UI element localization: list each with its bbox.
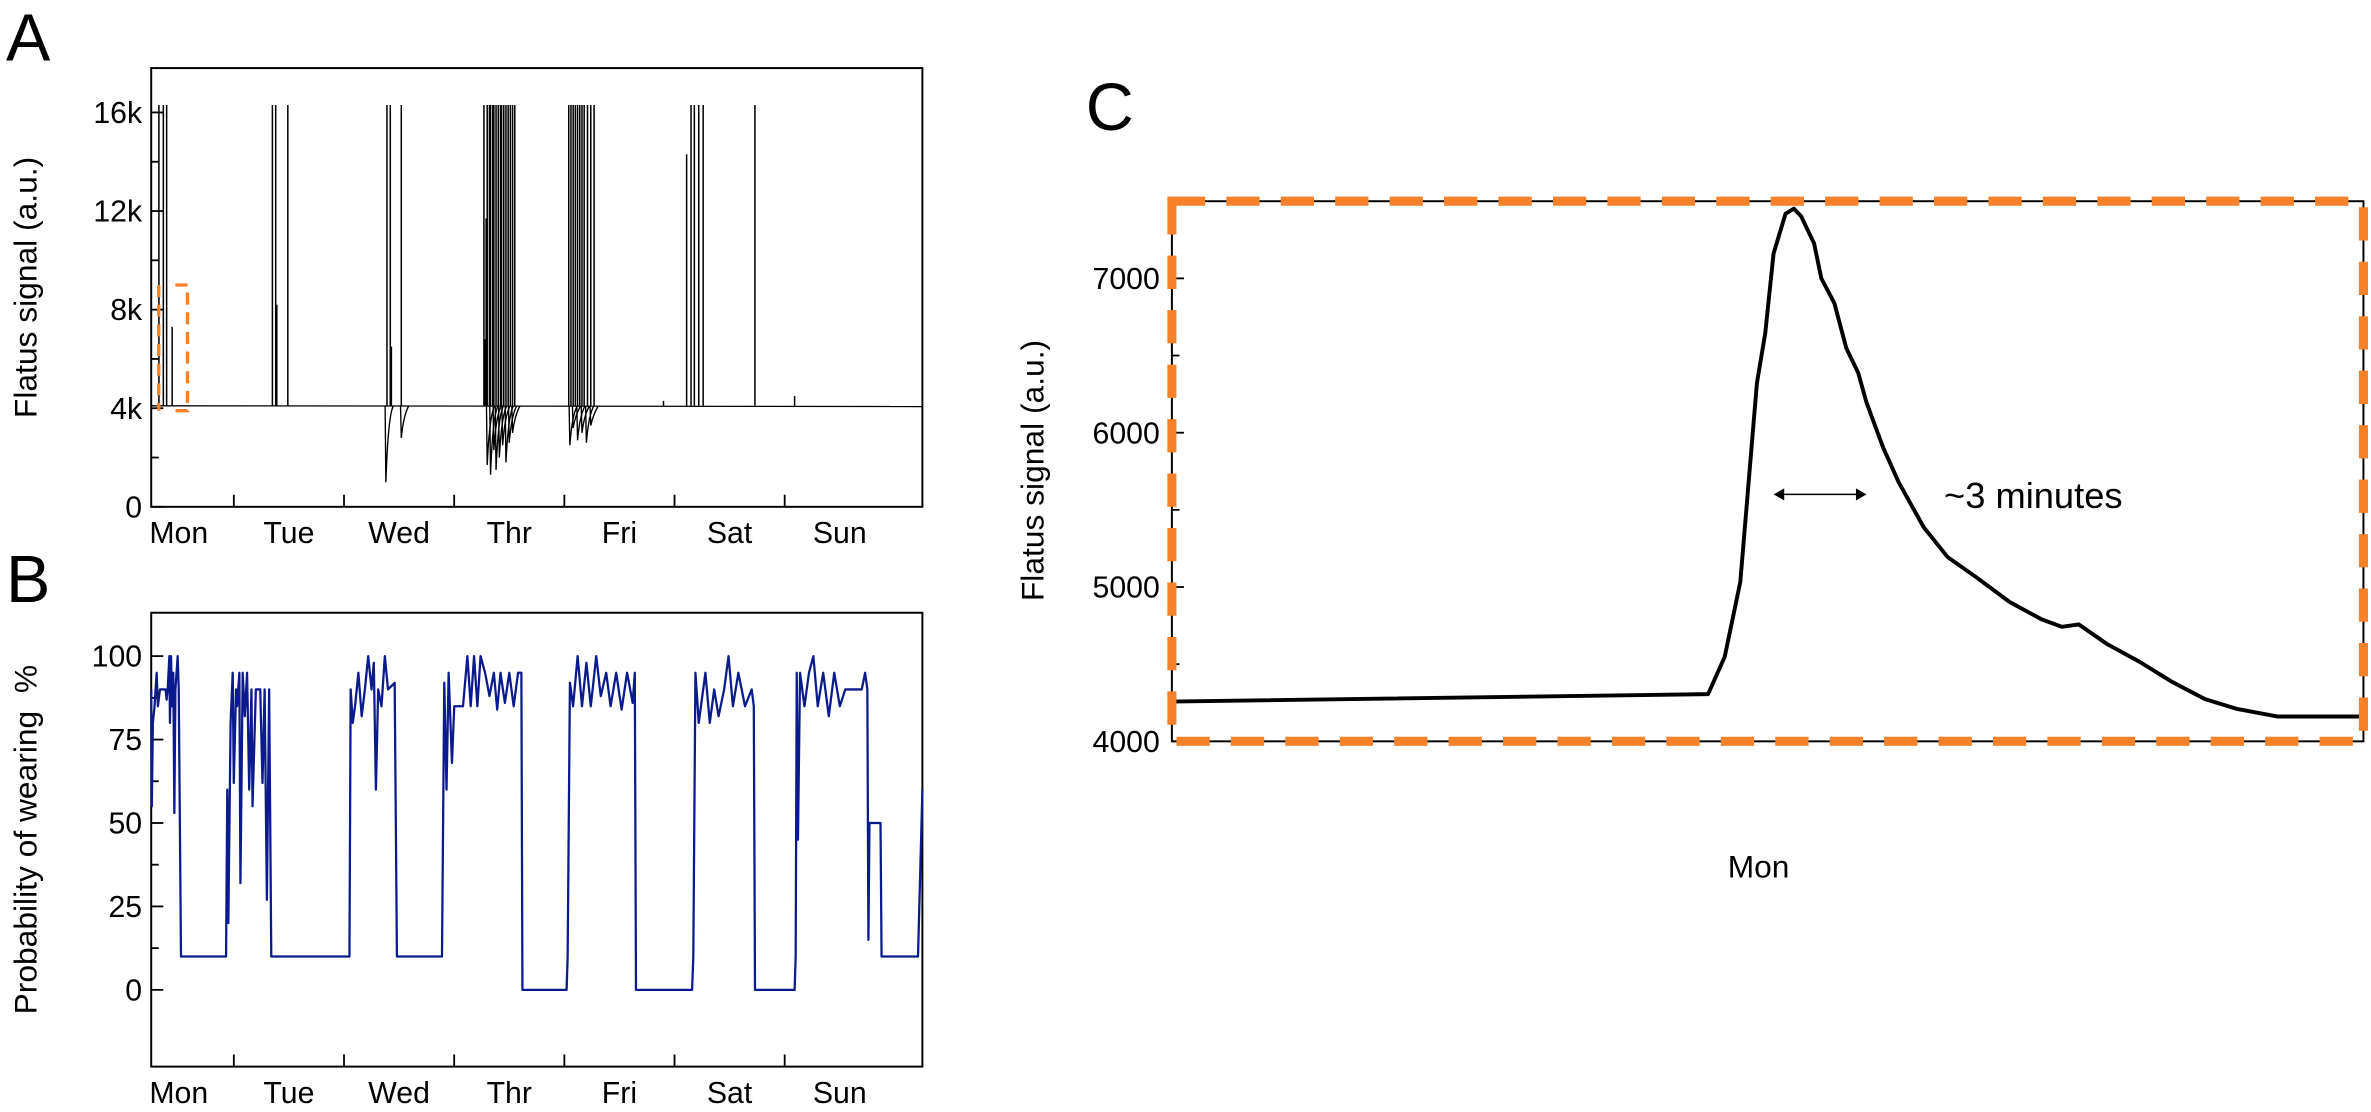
y-tick-label: 7000 [1093, 263, 1160, 296]
y-tick-label: 50 [108, 808, 142, 841]
x-tick-label: Tue [263, 1077, 314, 1110]
y-tick-label: 12k [93, 196, 143, 229]
x-tick-label: Sun [813, 517, 867, 550]
x-tick-label: Fri [602, 1077, 637, 1110]
duration-annotation: ~3 minutes [1944, 475, 2123, 516]
signal-dip [589, 405, 599, 426]
plot-frame [1170, 200, 2365, 743]
panel-c-ylabel: Flatus signal (a.u.) [1014, 340, 1050, 601]
signal-dip [571, 405, 582, 429]
y-tick-label: 5000 [1093, 572, 1160, 605]
panel-b-chart: Mon Tue Wed Thr Fri Sat Sun 0 25 50 75 100 [92, 611, 924, 1110]
y-tick-label: 75 [108, 724, 142, 757]
y-tick-label: 25 [108, 891, 142, 924]
flatus-event-line [1171, 206, 2364, 719]
y-tick-label: 4k [110, 393, 143, 426]
panel-c-chart: 4000 5000 6000 7000 [1093, 196, 2368, 759]
zoom-window-highlight [157, 283, 190, 413]
probability-series-line [150, 655, 924, 992]
x-tick-label: Thr [487, 1077, 532, 1110]
y-tick-label: 16k [93, 97, 143, 130]
plot-frame [150, 67, 924, 508]
x-tick-label: Wed [368, 1077, 430, 1110]
x-tick-label: Sat [707, 1077, 753, 1110]
y-tick-label: 0 [125, 491, 142, 524]
panel-c-xlabel: Mon [1728, 848, 1790, 884]
signal-dip [580, 405, 591, 433]
panel-b-ylabel: Probability of wearing % [7, 665, 43, 1015]
zoom-window-border [1167, 196, 2368, 746]
x-tick-label: Thr [487, 517, 532, 550]
x-tick-label: Sun [813, 1077, 867, 1110]
arrow-head-right [1855, 488, 1867, 501]
panel-a-ylabel: Flatus signal (a.u.) [7, 157, 43, 418]
arrow-head-left [1773, 488, 1785, 501]
panel-label-c: C [1086, 71, 1134, 145]
x-tick-label: Mon [149, 517, 208, 550]
signal-dip [384, 405, 395, 483]
x-tick-label: Mon [149, 1077, 208, 1110]
x-tick-label: Sat [707, 517, 753, 550]
y-tick-label: 100 [92, 641, 142, 674]
x-tick-label: Tue [263, 517, 314, 550]
plot-frame [150, 611, 924, 1068]
x-tick-label: Wed [368, 517, 430, 550]
y-tick-label: 0 [125, 974, 142, 1007]
panel-label-a: A [6, 2, 51, 76]
x-tick-label: Fri [602, 517, 637, 550]
signal-dip [511, 405, 521, 433]
signal-dip [584, 405, 595, 443]
y-tick-label: 8k [110, 294, 143, 327]
panel-a-chart: Mon Tue Wed Thr Fri Sat Sun 0 4k 8k 12k 16k [93, 67, 924, 550]
signal-dip [492, 405, 503, 451]
signal-baseline [151, 405, 923, 408]
y-tick-label: 6000 [1093, 417, 1160, 450]
signal-dip [399, 405, 410, 438]
panel-label-b: B [6, 543, 50, 617]
y-tick-label: 4000 [1093, 726, 1160, 759]
signal-dip [576, 405, 586, 441]
